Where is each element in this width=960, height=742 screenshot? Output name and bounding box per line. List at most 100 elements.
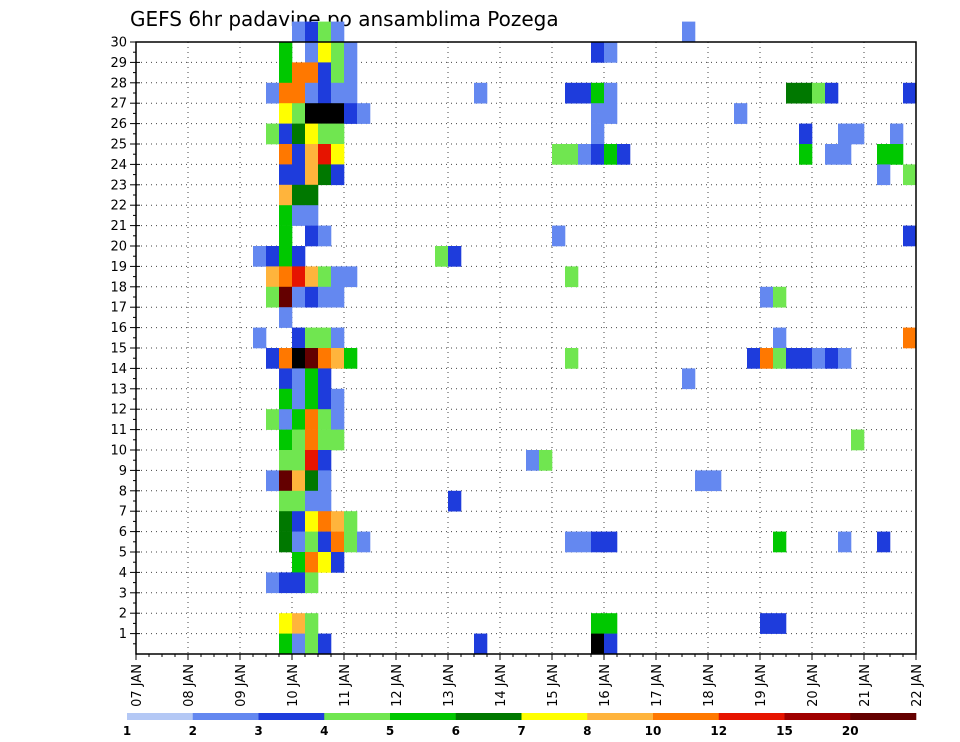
colorbar-label: 8: [583, 724, 591, 738]
heatmap-cell: [773, 531, 787, 553]
heatmap-cell: [279, 42, 293, 63]
heatmap-cell: [318, 633, 332, 655]
heatmap-cell: [305, 531, 319, 553]
heatmap-cell: [526, 450, 540, 471]
heatmap-cell: [331, 531, 345, 553]
heatmap-cell: [279, 429, 293, 451]
heatmap-cell: [344, 103, 358, 124]
y-tick-label: 6: [119, 525, 127, 540]
heatmap-cell: [331, 42, 345, 63]
colorbar-swatch: [521, 713, 588, 720]
heatmap-cell: [279, 286, 293, 308]
heatmap-cell: [838, 348, 852, 369]
heatmap-cell: [708, 470, 722, 492]
heatmap-cell: [604, 42, 618, 63]
heatmap-cell: [474, 633, 488, 655]
heatmap-cell: [305, 429, 319, 451]
heatmap-cell: [318, 490, 332, 512]
heatmap-cell: [539, 450, 553, 471]
x-tick-label: 09 JAN: [234, 664, 249, 707]
heatmap-cell: [266, 82, 280, 104]
heatmap-cell: [292, 327, 306, 349]
heatmap-cell: [318, 164, 332, 186]
heatmap-cell: [318, 368, 332, 390]
heatmap-cell: [448, 490, 462, 512]
heatmap-cell: [292, 490, 306, 512]
y-tick-label: 19: [110, 260, 127, 275]
heatmap-cell: [305, 82, 319, 104]
heatmap-cell: [331, 429, 345, 451]
heatmap-cell: [292, 470, 306, 492]
heatmap-cell: [292, 531, 306, 553]
heatmap-cell: [279, 144, 293, 165]
heatmap-cell: [448, 246, 462, 267]
heatmap-cell: [279, 103, 293, 124]
heatmap-cell: [318, 470, 332, 492]
y-tick-label: 24: [110, 158, 127, 173]
heatmap-cell: [318, 348, 332, 369]
y-tick-label: 12: [110, 403, 127, 418]
heatmap-cell: [331, 62, 345, 84]
y-tick-label: 4: [119, 566, 127, 581]
colorbar-label: 5: [386, 724, 394, 738]
heatmap-cell: [292, 572, 306, 594]
heatmap-cell: [552, 144, 566, 165]
heatmap-cell: [604, 144, 618, 165]
heatmap-cell: [292, 450, 306, 471]
heatmap-cell: [591, 144, 605, 165]
heatmap-cell: [292, 633, 306, 655]
heatmap-cell: [305, 613, 319, 634]
x-tick-label: 10 JAN: [286, 664, 301, 707]
x-axis: 07 JAN 08 JAN 09 JAN 10 JAN 11 JAN 12 JAN 13 J…: [130, 654, 925, 707]
colorbar-swatch: [653, 713, 720, 720]
heatmap-cell: [292, 613, 306, 634]
heatmap-cell: [305, 572, 319, 594]
x-tick-label: 15 JAN: [546, 664, 561, 707]
heatmap-cell: [279, 470, 293, 492]
heatmap-cell: [578, 82, 592, 104]
heatmap-cell: [552, 225, 566, 247]
heatmap-cell: [786, 82, 800, 104]
heatmap-cell: [474, 82, 488, 104]
heatmap-cell: [734, 103, 748, 124]
x-tick-label: 21 JAN: [858, 664, 873, 707]
x-tick-label: 16 JAN: [598, 664, 613, 707]
heatmap-cell: [305, 327, 319, 349]
heatmap-cell: [279, 225, 293, 247]
heatmap-cell: [318, 103, 332, 124]
y-tick-label: 20: [110, 240, 127, 255]
colorbar-swatch: [324, 713, 391, 720]
heatmap-cell: [604, 82, 618, 104]
x-tick-label: 20 JAN: [806, 664, 821, 707]
heatmap-cell: [279, 368, 293, 390]
heatmap-cell: [799, 82, 813, 104]
heatmap-cell: [318, 286, 332, 308]
y-tick-label: 3: [119, 586, 127, 601]
heatmap-cell: [266, 286, 280, 308]
heatmap-cell: [773, 286, 787, 308]
heatmap-cell: [825, 348, 839, 369]
heatmap-cell: [292, 348, 306, 369]
heatmap-cell: [305, 552, 319, 573]
heatmap-cell: [344, 42, 358, 63]
heatmap-cell: [305, 409, 319, 430]
heatmap-cell: [799, 348, 813, 369]
heatmap-cell: [318, 82, 332, 104]
heatmap-cell: [305, 470, 319, 492]
heatmap-cell: [331, 103, 345, 124]
y-tick-label: 22: [110, 199, 127, 214]
heatmap-cell: [344, 531, 358, 553]
heatmap-cell: [266, 348, 280, 369]
y-tick-label: 21: [110, 219, 127, 234]
y-tick-label: 15: [110, 342, 127, 357]
x-tick-label: 11 JAN: [338, 664, 353, 707]
heatmap-cell: [292, 266, 306, 288]
heatmap-cell: [344, 348, 358, 369]
colorbar-swatch: [127, 713, 194, 720]
heatmap-cell: [591, 123, 605, 145]
heatmap-cell: [279, 307, 293, 328]
colorbar-swatch: [587, 713, 654, 720]
x-tick-label: 13 JAN: [442, 664, 457, 707]
heatmap-cell: [591, 613, 605, 634]
heatmap-cell: [357, 103, 371, 124]
